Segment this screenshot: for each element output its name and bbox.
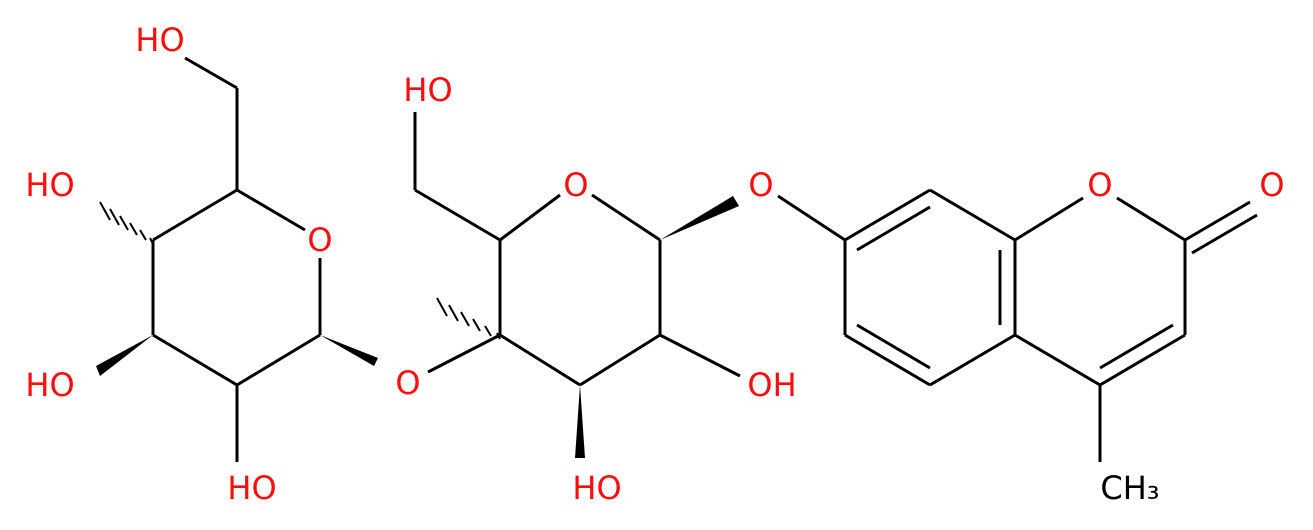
atom-label: HO	[135, 21, 184, 59]
atom-label: O	[563, 166, 588, 204]
atom-labels: HO HO O HO HO O HO O O OH HO O O CH₃	[25, 21, 1284, 507]
atom-label: O	[395, 364, 420, 402]
atom-label: O	[307, 221, 332, 259]
atom-label: HO	[227, 469, 276, 507]
atom-label: CH₃	[1100, 469, 1159, 507]
atom-label: HO	[25, 366, 74, 404]
atom-label: HO	[572, 469, 621, 507]
atom-label: OH	[747, 366, 796, 404]
atom-label: HO	[25, 166, 74, 204]
bonds	[151, 56, 1258, 462]
atom-label: HO	[403, 71, 452, 109]
atom-label: O	[1087, 166, 1112, 204]
wedges	[96, 196, 739, 458]
atom-label: O	[1259, 166, 1284, 204]
atom-label: O	[748, 166, 773, 204]
